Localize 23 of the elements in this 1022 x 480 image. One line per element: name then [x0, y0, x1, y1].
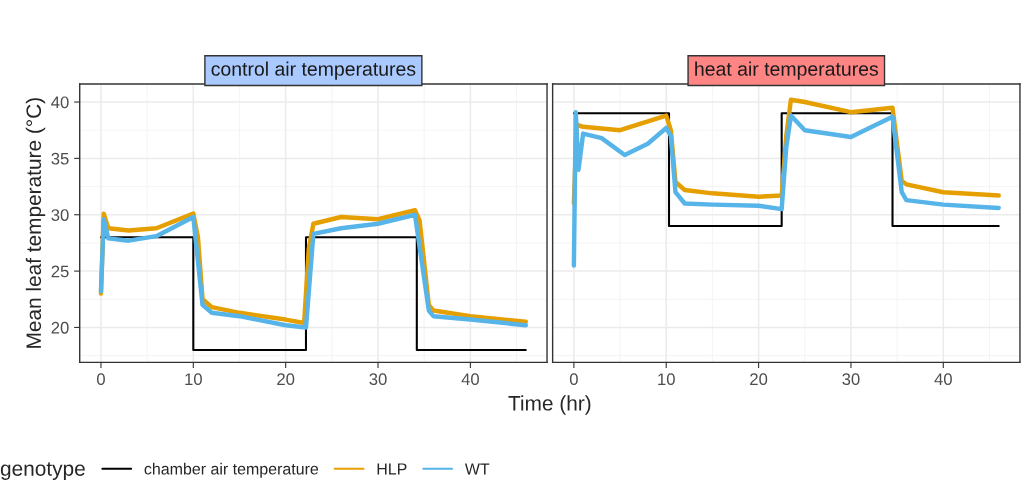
legend-label: WT [464, 463, 490, 475]
legend-label: chamber air temperature [144, 462, 319, 478]
x-tick-label: 30 [842, 373, 860, 386]
x-tick-label: 0 [96, 373, 105, 386]
y-tick-label: 40 [51, 96, 69, 109]
y-tick-label: 30 [51, 209, 69, 221]
y-axis-title: Mean leaf temperature (°C) [25, 98, 46, 348]
x-tick-label: 0 [569, 373, 578, 386]
x-tick-label: 20 [750, 373, 768, 386]
x-tick-label: 10 [185, 373, 202, 386]
chart-title: control air temperatures [211, 61, 416, 80]
legend-title: genotype [0, 462, 85, 480]
x-tick-label: 30 [369, 373, 387, 386]
y-tick-label: 35 [51, 152, 69, 165]
chart-title: heat air temperatures [695, 61, 879, 80]
y-tick-label: 25 [51, 265, 69, 278]
x-tick-label: 40 [934, 373, 952, 386]
y-tick-label: 20 [51, 321, 69, 334]
x-tick-label: 20 [277, 373, 295, 386]
x-tick-label: 40 [461, 373, 479, 386]
x-tick-label: 10 [658, 373, 675, 386]
x-axis-title: Time (hr) [508, 395, 591, 415]
legend-label: HLP [377, 463, 407, 475]
